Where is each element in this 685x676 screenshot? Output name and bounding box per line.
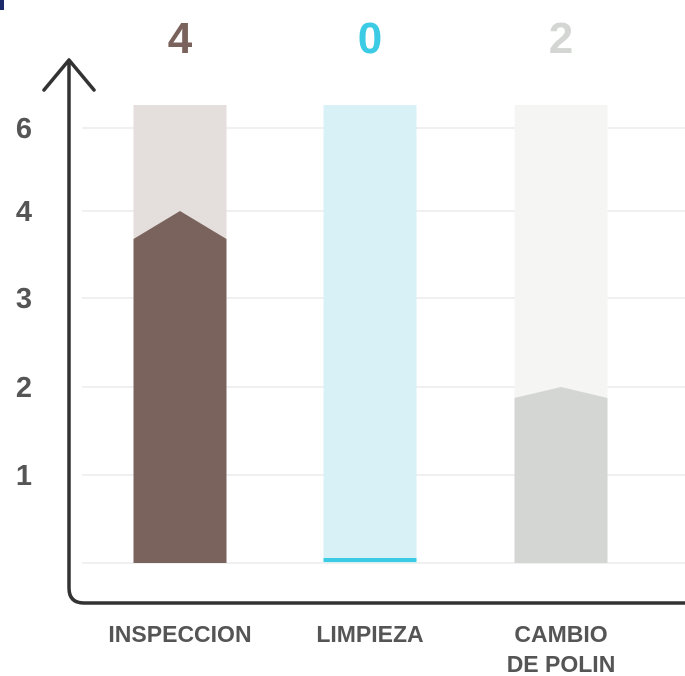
y-tick-label: 6 (16, 113, 32, 145)
corner-mark (0, 0, 4, 10)
bar (323, 558, 417, 562)
axis-line (67, 62, 685, 605)
y-tick-label: 1 (16, 460, 32, 492)
axis-layer (42, 58, 685, 605)
y-tick-label: 2 (16, 372, 32, 404)
category-label: LIMPIEZA (316, 621, 423, 647)
category-labels: INSPECCION LIMPIEZA CAMBIO DE POLIN (108, 621, 615, 676)
value-labels: 4 0 2 (168, 14, 573, 63)
bar-background (323, 105, 417, 563)
value-label: 0 (358, 14, 382, 63)
bar (133, 211, 227, 563)
value-label: 2 (549, 14, 573, 63)
y-tick-labels: 1 2 3 4 6 (16, 113, 32, 492)
category-label: CAMBIO DE POLIN (507, 621, 616, 676)
y-axis-arrow (42, 58, 96, 92)
bar (514, 387, 608, 563)
bar-layer (133, 211, 608, 563)
y-tick-label: 3 (16, 283, 32, 315)
category-label: INSPECCION (108, 621, 251, 647)
y-tick-label: 4 (16, 196, 32, 228)
value-label: 4 (168, 14, 193, 63)
